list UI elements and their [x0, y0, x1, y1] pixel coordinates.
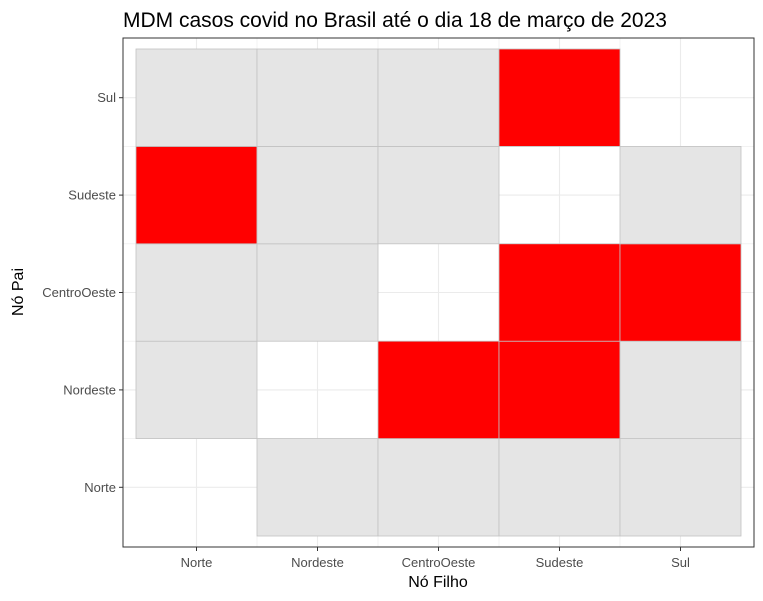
tile-Norte-CentroOeste-grey	[135, 243, 258, 342]
tile-Sudeste-Norte-grey	[498, 438, 621, 537]
x-tick-label: Sul	[671, 555, 690, 570]
tile-CentroOeste-Sudeste-grey	[377, 145, 500, 245]
x-tick-label: Sudeste	[536, 555, 584, 570]
x-tick-label: Norte	[181, 555, 213, 570]
tile-CentroOeste-Sul-grey	[377, 48, 500, 147]
y-tick-label: Sudeste	[68, 188, 116, 203]
y-axis-tick-labels: Norte Nordeste CentroOeste Sudeste Sul	[42, 90, 116, 495]
y-tick-label: Nordeste	[63, 382, 116, 397]
tile-Nordeste-Sul-grey	[256, 48, 379, 147]
tile-Norte-Sul-grey	[135, 48, 258, 147]
tile-Nordeste-CentroOeste-grey	[256, 243, 379, 342]
tile-CentroOeste-Nordeste-red	[377, 340, 500, 440]
tile-Sudeste-CentroOeste-red	[498, 243, 621, 342]
tiles	[135, 48, 742, 537]
x-axis-tick-labels: Norte Nordeste CentroOeste Sudeste Sul	[181, 555, 690, 570]
tile-Sul-Norte-grey	[619, 438, 742, 537]
tile-CentroOeste-Norte-grey	[377, 438, 500, 537]
tile-Sudeste-Nordeste-red	[498, 340, 621, 440]
y-tick-label: CentroOeste	[42, 285, 116, 300]
y-tick-label: Norte	[84, 480, 116, 495]
tile-Sudeste-Sul-red	[498, 48, 621, 147]
y-axis-title: Nó Pai	[10, 268, 27, 316]
tile-Sul-CentroOeste-red	[619, 243, 742, 342]
x-tick-label: CentroOeste	[402, 555, 476, 570]
tile-Norte-Nordeste-grey	[135, 340, 258, 440]
y-tick-label: Sul	[97, 90, 116, 105]
tile-Sul-Nordeste-grey	[619, 340, 742, 440]
tile-Nordeste-Sudeste-grey	[256, 145, 379, 245]
chart-title: MDM casos covid no Brasil até o dia 18 d…	[123, 9, 667, 32]
tile-Sul-Sudeste-grey	[619, 145, 742, 245]
x-tick-label: Nordeste	[291, 555, 344, 570]
tile-Norte-Sudeste-red	[135, 145, 258, 245]
x-axis-title: Nó Filho	[408, 574, 468, 591]
axis-ticks	[119, 97, 681, 551]
tile-Nordeste-Norte-grey	[256, 438, 379, 537]
